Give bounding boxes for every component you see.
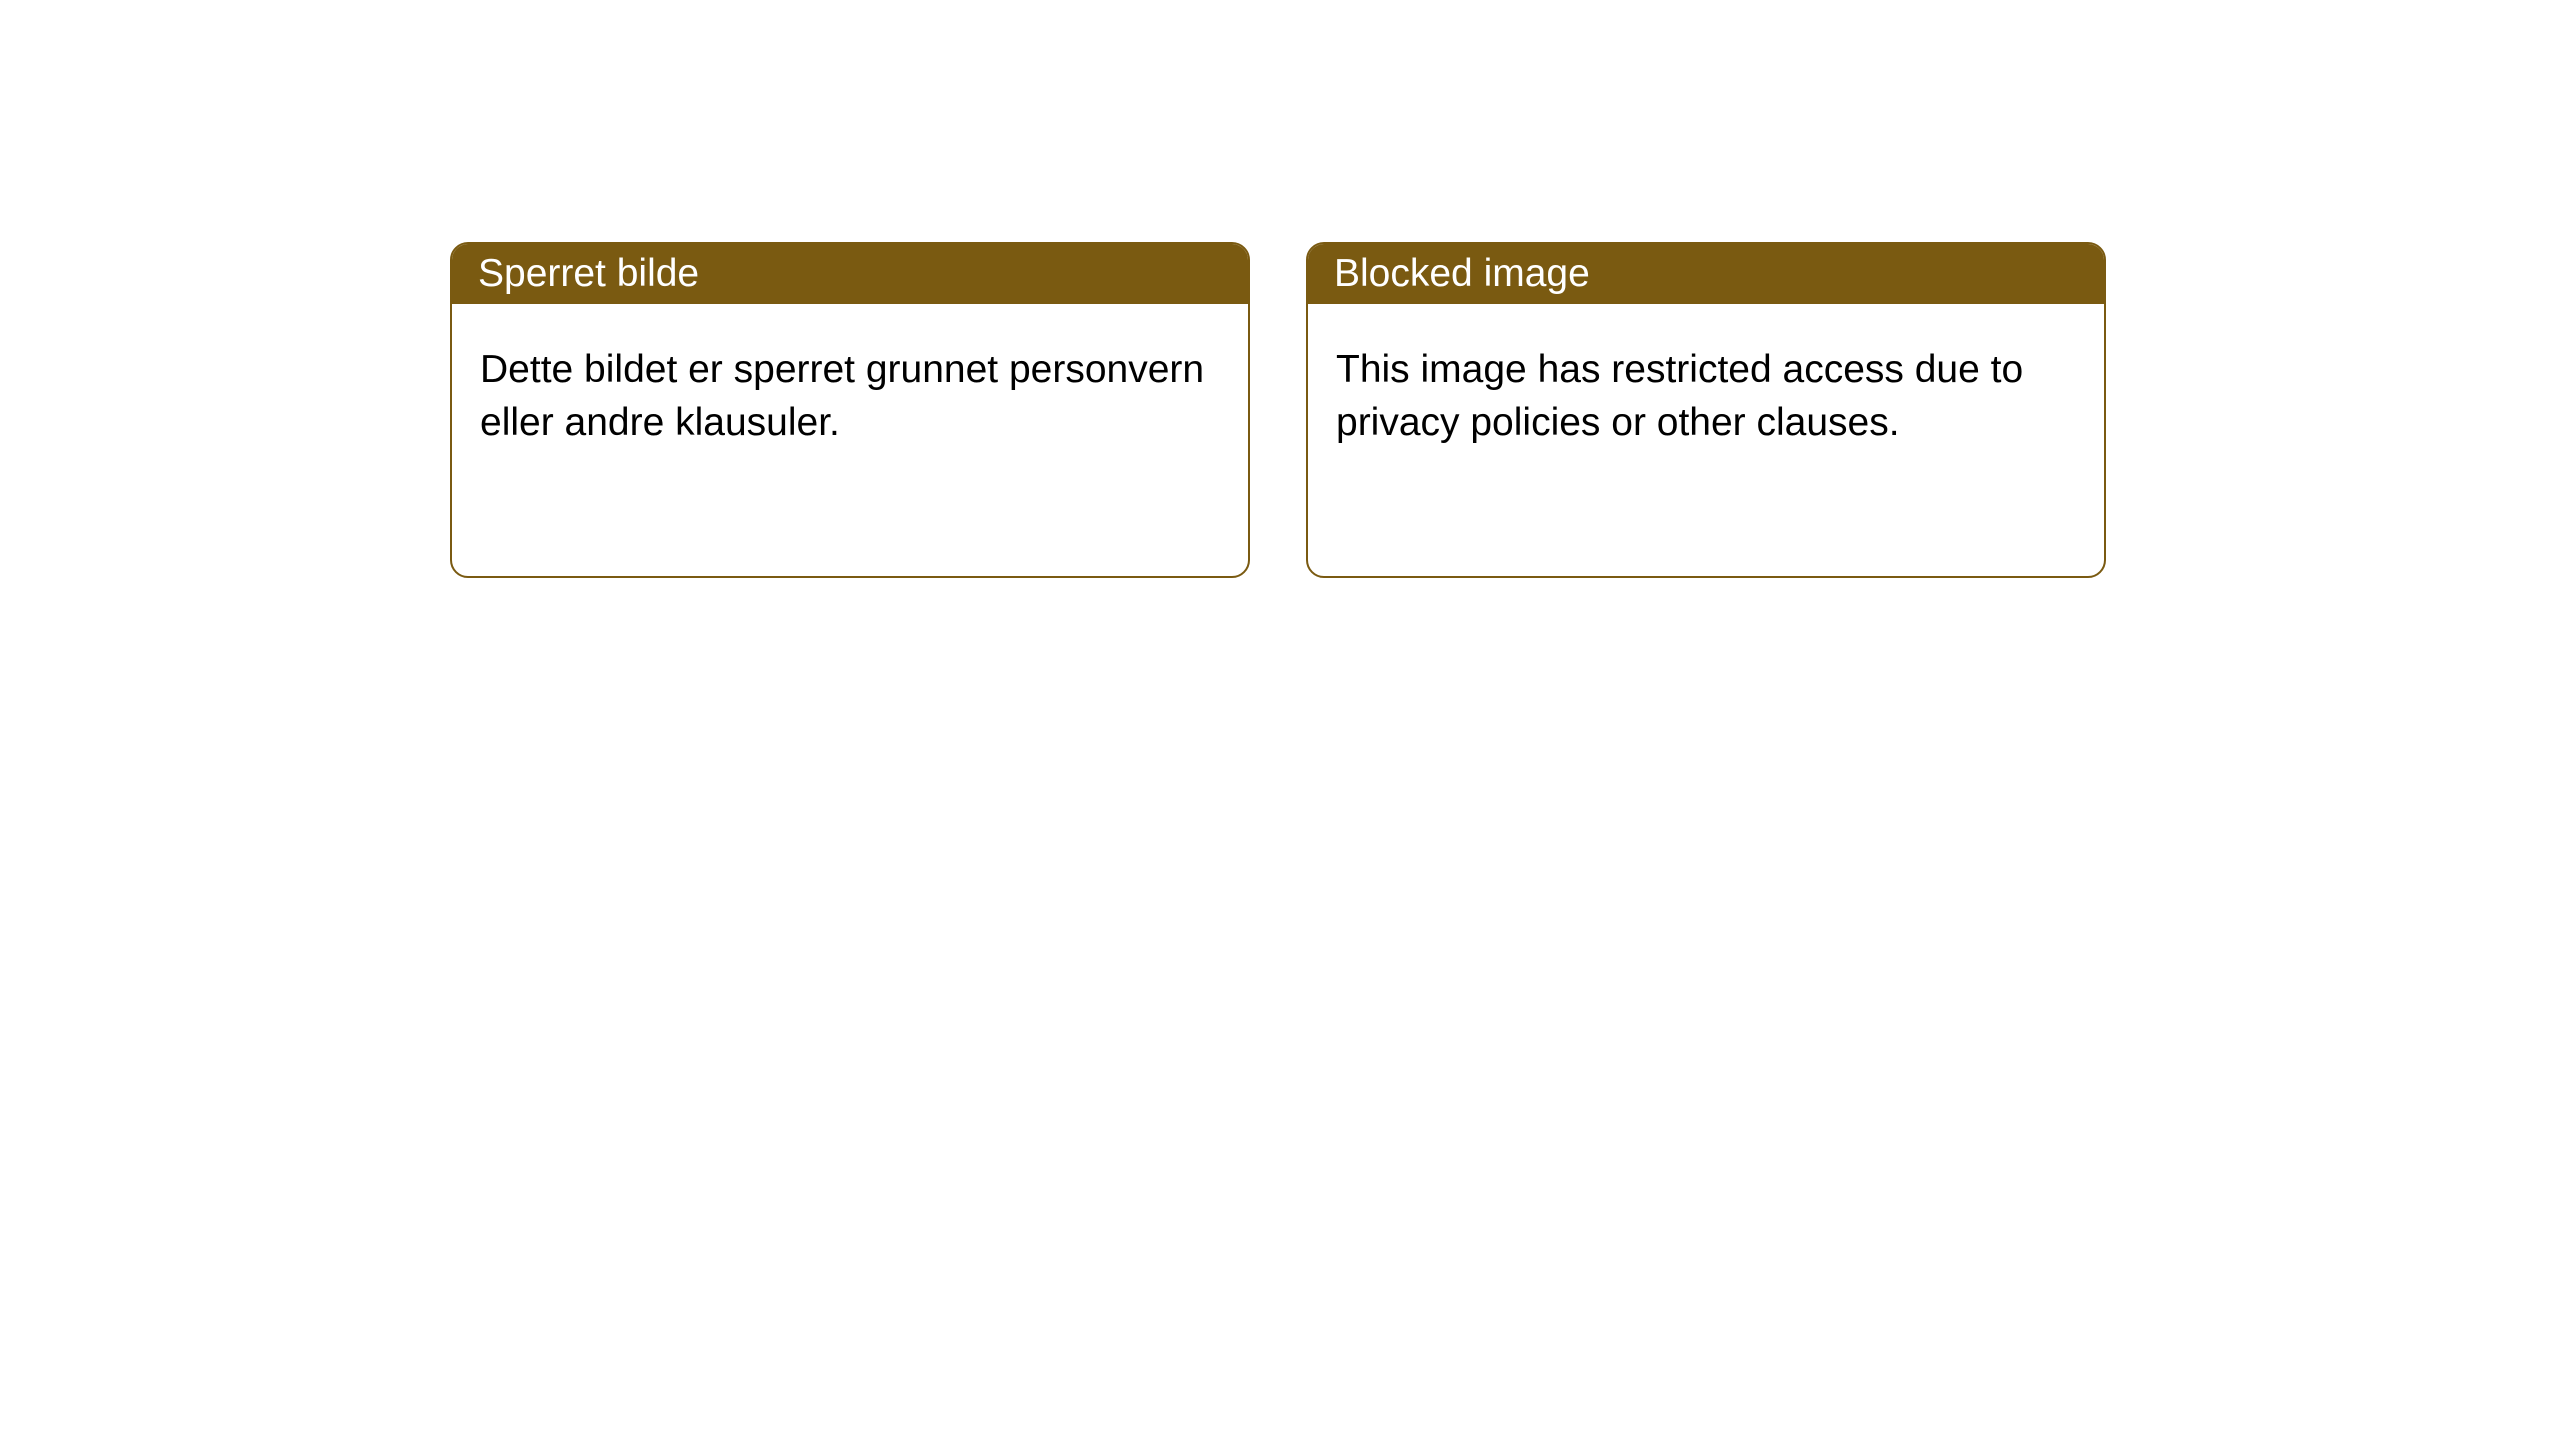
notice-title: Sperret bilde [478, 252, 699, 296]
notice-message: Dette bildet er sperret grunnet personve… [480, 348, 1204, 444]
notice-card-norwegian: Sperret bilde Dette bildet er sperret gr… [450, 242, 1250, 578]
notice-body: Dette bildet er sperret grunnet personve… [452, 304, 1248, 489]
notice-message: This image has restricted access due to … [1336, 348, 2023, 444]
notice-card-english: Blocked image This image has restricted … [1306, 242, 2106, 578]
notice-title: Blocked image [1334, 252, 1590, 296]
notice-header: Blocked image [1308, 244, 2104, 304]
notice-header: Sperret bilde [452, 244, 1248, 304]
notice-body: This image has restricted access due to … [1308, 304, 2104, 489]
notice-cards-container: Sperret bilde Dette bildet er sperret gr… [0, 0, 2560, 578]
